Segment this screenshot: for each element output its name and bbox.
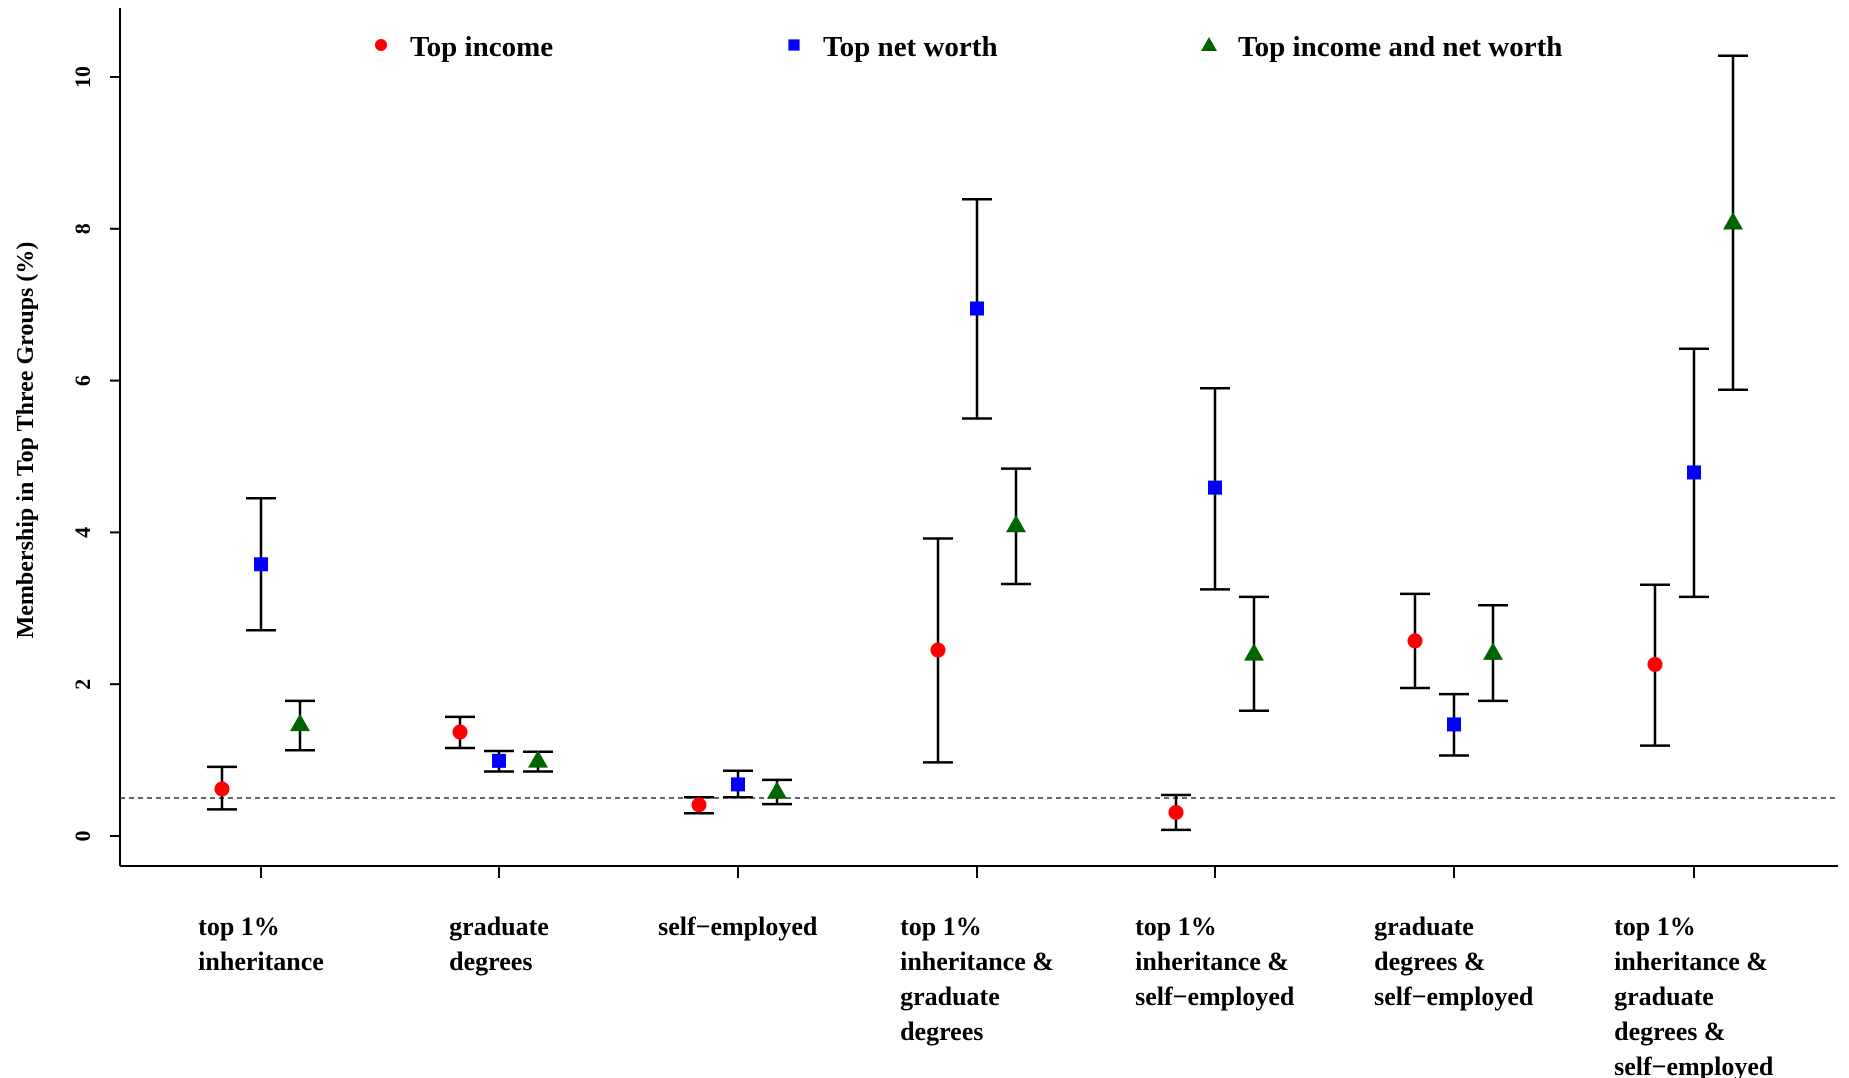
category-label-line: self−employed xyxy=(1614,1052,1774,1078)
category-label-line: graduate xyxy=(900,982,1000,1011)
category-label-line: inheritance & xyxy=(1135,947,1289,976)
data-points xyxy=(215,212,1744,820)
data-point-triangle xyxy=(767,781,787,799)
data-point-triangle xyxy=(1244,643,1264,661)
data-point-triangle xyxy=(1006,515,1026,533)
category-label: self−employed xyxy=(658,912,818,941)
data-point-circle xyxy=(692,797,707,812)
data-point-circle xyxy=(1408,633,1423,648)
legend-marker-triangle xyxy=(1201,37,1217,51)
category-label-line: inheritance & xyxy=(900,947,1054,976)
category-label: top 1% inheritance & graduate degrees & self… xyxy=(1614,912,1774,1078)
category-label-line: inheritance xyxy=(198,947,324,976)
legend: Top income Top net worth Top income and ne… xyxy=(375,31,1562,63)
legend-label: Top income and net worth xyxy=(1238,31,1562,63)
y-axis-title: Membership in Top Three Groups (%) xyxy=(13,242,39,639)
category-label: top 1% inheritance & self−employed xyxy=(1135,912,1295,1011)
data-point-triangle xyxy=(1723,212,1743,230)
category-label-line: graduate xyxy=(449,912,549,941)
legend-label: Top net worth xyxy=(823,31,998,63)
category-label: top 1% inheritance xyxy=(198,912,324,976)
category-label-line: degrees xyxy=(900,1017,983,1046)
y-tick-label: 6 xyxy=(70,375,95,386)
category-labels: top 1% inheritance graduate degrees self−emp… xyxy=(198,912,1774,1078)
legend-label: Top income xyxy=(410,31,553,63)
y-tick-label: 8 xyxy=(70,223,95,234)
data-point-triangle xyxy=(1483,642,1503,660)
y-tick-label: 10 xyxy=(70,66,95,88)
category-label: top 1% inheritance & graduate degrees xyxy=(900,912,1054,1046)
legend-marker-circle xyxy=(375,39,387,51)
data-point-square xyxy=(970,301,984,315)
legend-item: Top income xyxy=(375,31,553,63)
category-label-line: top 1% xyxy=(900,912,982,941)
data-point-circle xyxy=(931,643,946,658)
legend-item: Top income and net worth xyxy=(1201,31,1562,63)
category-label-line: graduate xyxy=(1614,982,1714,1011)
axes: 0 2 4 6 8 10 xyxy=(70,8,1838,878)
category-label-line: graduate xyxy=(1374,912,1474,941)
data-point-square xyxy=(254,557,268,571)
data-point-circle xyxy=(1169,805,1184,820)
data-point-square xyxy=(1447,717,1461,731)
category-label: graduate degrees xyxy=(449,912,549,976)
category-label-line: inheritance & xyxy=(1614,947,1768,976)
y-tick-label: 0 xyxy=(70,831,95,842)
y-tick-label: 2 xyxy=(70,679,95,690)
category-label-line: top 1% xyxy=(198,912,280,941)
category-label-line: top 1% xyxy=(1614,912,1696,941)
legend-marker-square xyxy=(788,39,799,50)
data-point-square xyxy=(1208,481,1222,495)
legend-item: Top net worth xyxy=(788,31,997,63)
data-point-circle xyxy=(453,725,468,740)
category-label-line: self−employed xyxy=(1135,982,1295,1011)
category-label-line: top 1% xyxy=(1135,912,1217,941)
category-label-line: degrees & xyxy=(1374,947,1485,976)
category-label-line: self−employed xyxy=(1374,982,1534,1011)
data-point-square xyxy=(1687,465,1701,479)
data-point-circle xyxy=(215,781,230,796)
category-label: graduate degrees & self−employed xyxy=(1374,912,1534,1011)
data-point-square xyxy=(492,754,506,768)
data-point-circle xyxy=(1648,657,1663,672)
category-label-line: degrees xyxy=(449,947,532,976)
error-bars xyxy=(207,56,1748,830)
y-tick-label: 4 xyxy=(70,527,95,538)
category-label-line: degrees & xyxy=(1614,1017,1725,1046)
data-point-triangle xyxy=(290,714,310,732)
category-label-line: self−employed xyxy=(658,912,818,941)
data-point-square xyxy=(731,777,745,791)
